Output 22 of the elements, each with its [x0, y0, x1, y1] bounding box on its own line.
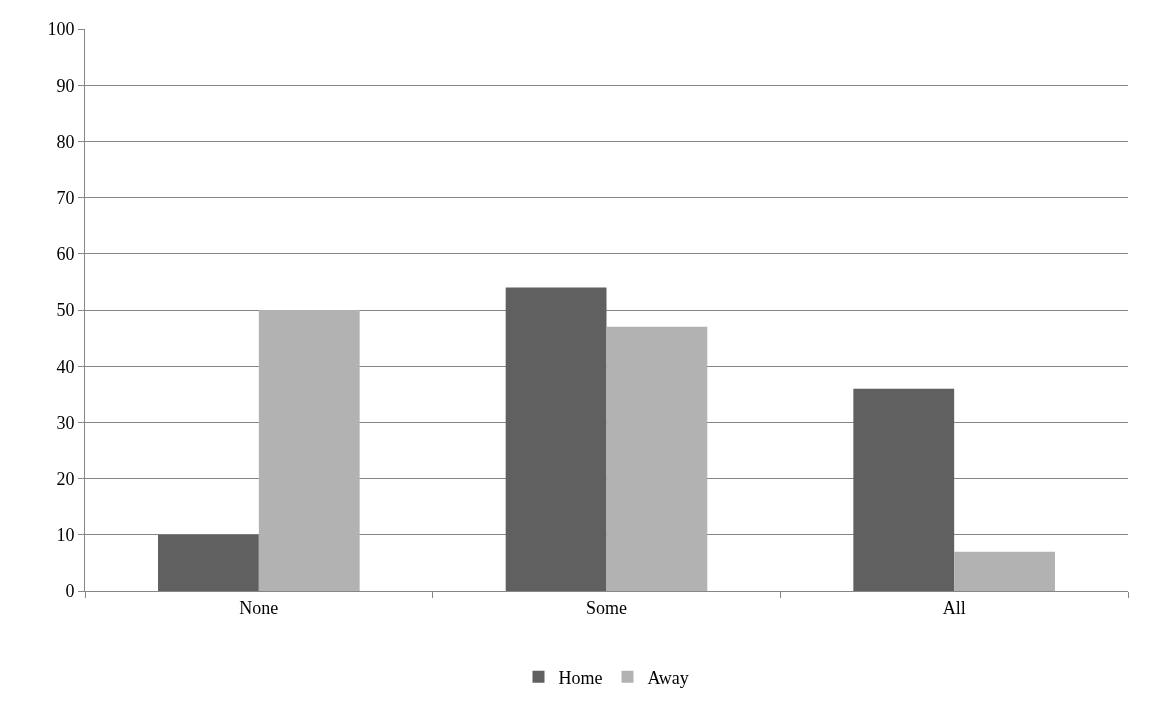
bar — [606, 326, 708, 591]
x-tick-label: None — [239, 597, 279, 618]
y-tick-label: 50 — [56, 300, 75, 321]
legend-label: Away — [647, 667, 689, 688]
x-tick-label: All — [942, 597, 966, 618]
y-tick-label: 90 — [56, 75, 75, 96]
y-tick-label: 70 — [56, 187, 75, 208]
bar — [505, 287, 607, 591]
y-tick-label: 10 — [56, 525, 75, 546]
bar — [853, 388, 955, 591]
y-tick-label: 30 — [56, 412, 75, 433]
x-tick-label: Some — [585, 597, 628, 618]
legend-label: Home — [558, 667, 603, 688]
bar — [158, 534, 259, 591]
bar — [954, 551, 1055, 591]
y-tick-label: 80 — [56, 131, 75, 152]
y-tick-label: 60 — [56, 244, 75, 265]
y-tick-label: 40 — [56, 356, 75, 377]
y-tick-label: 0 — [65, 581, 75, 602]
bar — [258, 310, 360, 591]
y-tick-label: 100 — [47, 19, 75, 40]
y-tick-label: 20 — [56, 468, 75, 489]
